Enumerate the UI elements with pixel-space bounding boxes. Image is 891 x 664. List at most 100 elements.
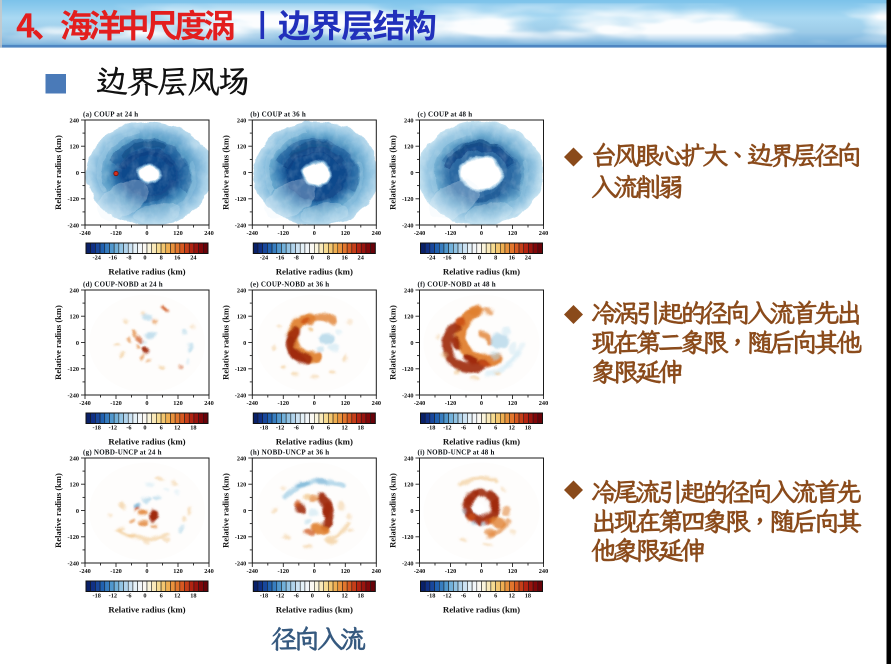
svg-text:-18: -18 (92, 593, 100, 600)
svg-text:Relative radius (km): Relative radius (km) (53, 473, 63, 548)
svg-text:120: 120 (173, 230, 182, 237)
svg-text:-16: -16 (109, 255, 117, 262)
svg-text:0: 0 (76, 170, 79, 177)
svg-text:-12: -12 (443, 593, 451, 600)
svg-text:-120: -120 (445, 568, 457, 575)
svg-text:120: 120 (237, 482, 246, 489)
svg-text:(i) NOBD-UNCP at 48 h: (i) NOBD-UNCP at 48 h (418, 449, 495, 457)
svg-text:18: 18 (358, 425, 364, 432)
svg-text:-120: -120 (445, 230, 457, 237)
svg-text:-240: -240 (414, 568, 426, 575)
svg-text:120: 120 (508, 230, 517, 237)
svg-text:18: 18 (190, 593, 196, 600)
svg-text:Relative radius (km): Relative radius (km) (388, 135, 398, 210)
svg-text:0: 0 (143, 255, 146, 262)
svg-text:16: 16 (174, 255, 180, 262)
svg-text:-240: -240 (235, 392, 247, 399)
svg-text:0: 0 (311, 255, 314, 262)
svg-text:120: 120 (508, 568, 517, 575)
svg-text:-240: -240 (402, 222, 414, 229)
svg-text:-24: -24 (427, 255, 436, 262)
svg-text:18: 18 (525, 425, 531, 432)
svg-text:0: 0 (313, 230, 316, 237)
svg-text:0: 0 (243, 508, 246, 515)
svg-text:240: 240 (539, 400, 548, 407)
svg-text:240: 240 (70, 287, 79, 294)
svg-text:240: 240 (237, 117, 246, 124)
svg-text:18: 18 (190, 425, 196, 432)
svg-text:0: 0 (243, 340, 246, 347)
svg-text:120: 120 (237, 314, 246, 321)
svg-text:0: 0 (478, 255, 481, 262)
svg-text:120: 120 (70, 314, 79, 321)
svg-text:0: 0 (410, 340, 413, 347)
svg-text:-6: -6 (461, 425, 466, 432)
svg-text:240: 240 (372, 230, 381, 237)
svg-text:0: 0 (313, 568, 316, 575)
svg-text:24: 24 (358, 255, 365, 262)
svg-text:120: 120 (173, 568, 182, 575)
svg-text:120: 120 (173, 400, 182, 407)
svg-text:18: 18 (358, 593, 364, 600)
svg-text:-240: -240 (79, 400, 91, 407)
svg-text:240: 240 (70, 117, 79, 124)
svg-text:-120: -120 (110, 568, 122, 575)
svg-text:-120: -120 (110, 230, 122, 237)
svg-text:12: 12 (341, 425, 347, 432)
svg-text:-12: -12 (109, 593, 117, 600)
svg-text:-240: -240 (79, 230, 91, 237)
svg-text:0: 0 (480, 230, 483, 237)
svg-text:12: 12 (174, 593, 180, 600)
svg-text:-8: -8 (461, 255, 466, 262)
svg-text:120: 120 (70, 144, 79, 151)
svg-text:240: 240 (404, 117, 413, 124)
svg-text:6: 6 (160, 593, 163, 600)
svg-text:-240: -240 (67, 560, 79, 567)
svg-text:-120: -120 (278, 230, 290, 237)
svg-text:0: 0 (410, 170, 413, 177)
svg-text:0: 0 (480, 400, 483, 407)
svg-text:-120: -120 (67, 366, 79, 373)
svg-text:0: 0 (243, 170, 246, 177)
svg-text:-16: -16 (443, 255, 451, 262)
svg-text:(g) NOBD-UNCP at 24 h: (g) NOBD-UNCP at 24 h (83, 449, 162, 457)
svg-text:-8: -8 (294, 255, 299, 262)
svg-text:240: 240 (539, 230, 548, 237)
svg-text:0: 0 (76, 508, 79, 515)
svg-text:-24: -24 (92, 255, 101, 262)
svg-text:Relative radius (km): Relative radius (km) (443, 605, 520, 615)
svg-text:Relative radius (km): Relative radius (km) (388, 473, 398, 548)
svg-text:120: 120 (404, 314, 413, 321)
svg-text:-240: -240 (414, 230, 426, 237)
svg-text:-120: -120 (402, 534, 414, 541)
svg-text:Relative radius (km): Relative radius (km) (53, 135, 63, 210)
svg-text:-6: -6 (294, 593, 299, 600)
svg-text:240: 240 (204, 400, 213, 407)
svg-text:-18: -18 (92, 425, 100, 432)
svg-text:240: 240 (404, 455, 413, 462)
svg-text:Relative radius (km): Relative radius (km) (220, 135, 230, 210)
svg-text:0: 0 (143, 593, 146, 600)
svg-text:0: 0 (410, 508, 413, 515)
svg-text:-18: -18 (260, 425, 268, 432)
svg-text:0: 0 (480, 568, 483, 575)
svg-text:-18: -18 (427, 593, 435, 600)
svg-text:-240: -240 (67, 222, 79, 229)
svg-text:(a) COUP at 24 h: (a) COUP at 24 h (83, 111, 138, 119)
svg-text:-12: -12 (276, 593, 284, 600)
svg-text:0: 0 (478, 593, 481, 600)
svg-text:-120: -120 (235, 196, 247, 203)
svg-text:Relative radius (km): Relative radius (km) (108, 437, 185, 447)
svg-text:0: 0 (145, 400, 148, 407)
svg-text:6: 6 (327, 593, 330, 600)
svg-text:Relative radius (km): Relative radius (km) (220, 473, 230, 548)
svg-text:6: 6 (160, 425, 163, 432)
svg-text:240: 240 (70, 455, 79, 462)
svg-text:6: 6 (494, 425, 497, 432)
svg-text:24: 24 (190, 255, 197, 262)
svg-text:-120: -120 (67, 534, 79, 541)
svg-text:-6: -6 (126, 593, 131, 600)
svg-text:-240: -240 (247, 568, 259, 575)
svg-text:120: 120 (341, 568, 350, 575)
svg-text:6: 6 (494, 593, 497, 600)
